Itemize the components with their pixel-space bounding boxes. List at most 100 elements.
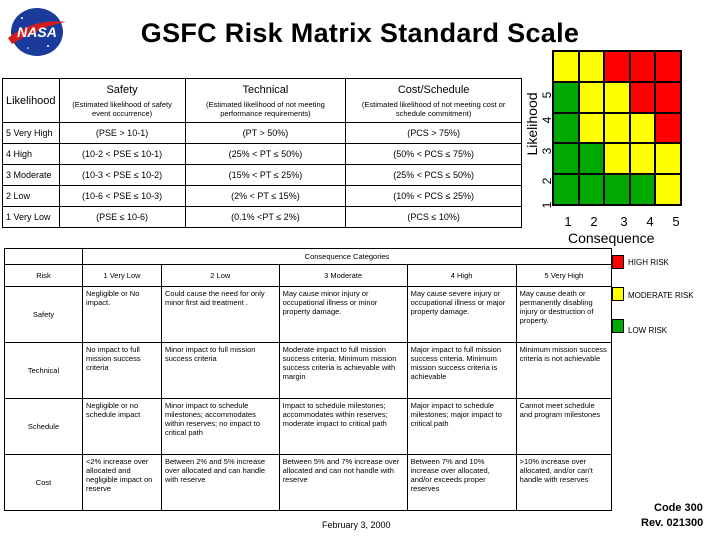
consequence-cell: <2% increase over allocated and negligib… [82, 454, 162, 511]
table-row: Schedule Negligible or no schedule impac… [4, 398, 613, 455]
moderate-risk-label: MODERATE RISK [628, 291, 694, 300]
likelihood-row: 1 Very Low (PSE ≤ 10-6) (0.1% <PT ≤ 2%) … [2, 206, 522, 228]
matrix-grid [552, 50, 682, 206]
likelihood-table: Likelihood Safety (Estimated likelihood … [2, 78, 522, 228]
likelihood-level: 5 Very High [2, 122, 60, 144]
matrix-cell-red [629, 81, 656, 113]
consequence-cell: Major impact to full mission success cri… [406, 342, 517, 399]
matrix-cell-yellow [655, 143, 681, 175]
consequence-cell: Major impact to schedule milestones; maj… [406, 398, 517, 455]
consequence-cell: Moderate impact to full mission success … [278, 342, 408, 399]
consequence-cell: Minor impact to full mission success cri… [160, 342, 280, 399]
technical-column-header: Technical (Estimated likelihood of not m… [184, 78, 347, 123]
technical-range: (2% < PT ≤ 15%) [184, 185, 347, 207]
footer-date: February 3, 2000 [322, 520, 391, 530]
level-header: 1 Very Low [82, 264, 162, 287]
matrix-cell-yellow [629, 143, 656, 175]
technical-range: (15% < PT ≤ 25%) [184, 164, 347, 186]
row-label-safety: Safety [4, 286, 83, 343]
consequence-cell: Between 2% and 5% increase over allocate… [160, 454, 280, 511]
level-header: 3 Moderate [278, 264, 408, 287]
matrix-cell-yellow [553, 51, 579, 82]
likelihood-row: 3 Moderate (10-3 < PSE ≤ 10-2) (15% < PT… [2, 164, 522, 186]
matrix-cell-green [553, 174, 579, 205]
matrix-cell-green [629, 174, 656, 205]
likelihood-level: 3 Moderate [2, 164, 60, 186]
nasa-logo-icon: NASA [8, 8, 66, 56]
matrix-cell-yellow [578, 51, 605, 82]
consequence-cell: No impact to full mission success criter… [82, 342, 162, 399]
likelihood-level: 4 High [2, 143, 60, 165]
cost-schedule-column-header: Cost/Schedule (Estimated likelihood of n… [345, 78, 522, 123]
matrix-cell-red [604, 51, 630, 82]
moderate-risk-swatch [612, 287, 624, 301]
matrix-cell-yellow [604, 81, 630, 113]
consequence-cell: Between 5% and 7% increase over allocate… [278, 454, 408, 511]
safety-range: (10-3 < PSE ≤ 10-2) [58, 164, 186, 186]
cost-range: (PCS > 75%) [345, 122, 522, 144]
table-row: Safety Negligible or No impact. Could ca… [4, 286, 613, 343]
x-tick: 4 [646, 214, 654, 229]
revision-label: Rev. 021300 [641, 517, 704, 529]
cost-range: (PCS ≤ 10%) [345, 206, 522, 228]
matrix-cell-red [655, 112, 681, 144]
consequence-caption: Consequence Categories [82, 248, 612, 265]
likelihood-row: 2 Low (10-6 < PSE ≤ 10-3) (2% < PT ≤ 15%… [2, 185, 522, 207]
code-label: Code 300 [654, 502, 703, 514]
matrix-cell-yellow [578, 112, 605, 144]
matrix-cell-green [578, 143, 605, 175]
technical-range: (0.1% <PT ≤ 2%) [184, 206, 347, 228]
low-risk-label: LOW RISK [628, 326, 668, 335]
safety-range: (PSE > 10-1) [58, 122, 186, 144]
matrix-cell-green [578, 174, 605, 205]
cost-range: (50% < PCS ≤ 75%) [345, 143, 522, 165]
risk-matrix: Likelihood 5 4 3 2 1 1 2 3 4 5 Consequen… [524, 50, 718, 250]
matrix-cell-yellow [578, 81, 605, 113]
safety-range: (PSE ≤ 10-6) [58, 206, 186, 228]
row-label-schedule: Schedule [4, 398, 83, 455]
likelihood-level: 2 Low [2, 185, 60, 207]
y-axis-label: Likelihood [524, 92, 540, 156]
consequence-cell: Negligible or no schedule impact [82, 398, 162, 455]
safety-range: (10-2 < PSE ≤ 10-1) [58, 143, 186, 165]
safety-range: (10-6 < PSE ≤ 10-3) [58, 185, 186, 207]
svg-text:NASA: NASA [17, 24, 57, 40]
level-header: 4 High [406, 264, 517, 287]
x-axis-label: Consequence [568, 230, 655, 246]
x-tick: 2 [590, 214, 598, 229]
likelihood-header: Likelihood [2, 78, 60, 123]
row-label-technical: Technical [4, 342, 83, 399]
consequence-cell: May cause death or permanently disabling… [515, 286, 613, 343]
cost-range: (10% < PCS ≤ 25%) [345, 185, 522, 207]
level-header: 2 Low [160, 264, 280, 287]
consequence-cell: Impact to schedule milestones; accommoda… [278, 398, 408, 455]
low-risk-swatch [612, 319, 624, 333]
safety-column-header: Safety (Estimated likelihood of safety e… [58, 78, 186, 123]
matrix-cell-yellow [604, 112, 630, 144]
consequence-cell: May cause severe injury or occupational … [406, 286, 517, 343]
matrix-cell-green [604, 174, 630, 205]
cost-range: (25% < PCS ≤ 50%) [345, 164, 522, 186]
likelihood-level: 1 Very Low [2, 206, 60, 228]
table-row: Cost <2% increase over allocated and neg… [4, 454, 613, 511]
matrix-cell-green [553, 143, 579, 175]
x-tick: 3 [620, 214, 628, 229]
consequence-cell: Minimum mission success criteria is not … [515, 342, 613, 399]
risk-header: Risk [4, 264, 83, 287]
high-risk-swatch [612, 255, 624, 269]
consequence-cell: Between 7% and 10% increase over allocat… [406, 454, 517, 511]
high-risk-label: HIGH RISK [628, 258, 669, 267]
x-tick: 1 [564, 214, 572, 229]
matrix-cell-green [553, 112, 579, 144]
consequence-cell: Could cause the need for only minor firs… [160, 286, 280, 343]
technical-range: (25% < PT ≤ 50%) [184, 143, 347, 165]
consequence-cell: Negligible or No impact. [82, 286, 162, 343]
matrix-cell-red [629, 51, 656, 82]
table-row: Technical No impact to full mission succ… [4, 342, 613, 399]
level-header: 5 Very High [515, 264, 613, 287]
page-title: GSFC Risk Matrix Standard Scale [140, 18, 580, 48]
matrix-cell-yellow [655, 174, 681, 205]
x-tick: 5 [672, 214, 680, 229]
consequence-cell: Minor impact to schedule milestones; acc… [160, 398, 280, 455]
matrix-cell-red [655, 81, 681, 113]
